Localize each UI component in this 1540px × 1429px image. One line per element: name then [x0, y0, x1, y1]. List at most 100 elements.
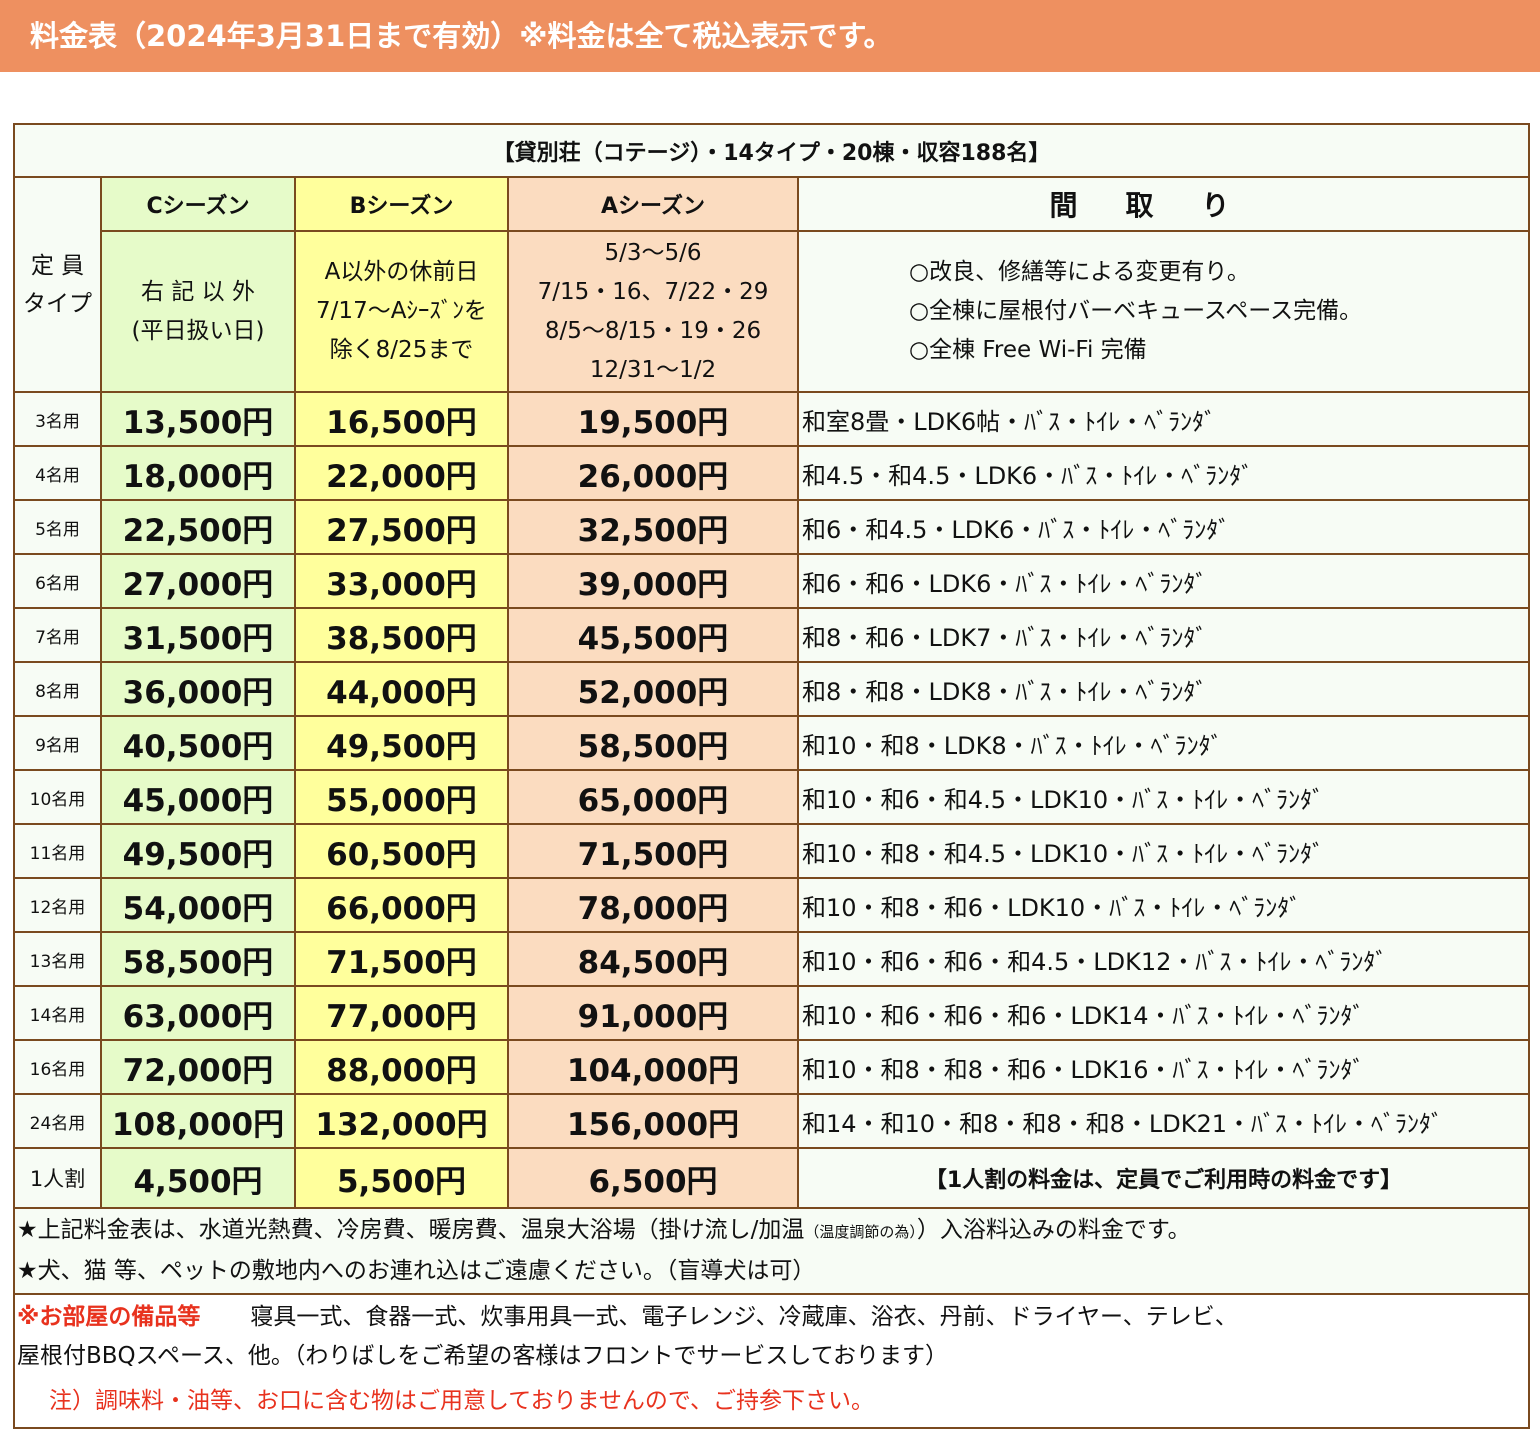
- madori-note: ○全棟 Free Wi-Fi 完備: [909, 337, 1147, 363]
- price-b: 77,000円: [294, 985, 509, 1041]
- layout-cell: 和10・和8・和8・和6・LDK16・ﾊﾞｽ・ﾄｲﾚ・ﾍﾞﾗﾝﾀﾞ: [796, 1039, 1531, 1095]
- season-a-desc: 5/3〜5/6 7/15・16、7/22・29 8/5〜8/15・19・26 12/3…: [507, 230, 799, 393]
- layout-cell: 和10・和8・和4.5・LDK10・ﾊﾞｽ・ﾄｲﾚ・ﾍﾞﾗﾝﾀﾞ: [796, 823, 1531, 879]
- desc-line: 右 記 以 外: [141, 278, 255, 305]
- table-row: 10名用 45,000円 55,000円 65,000円 和10・和6・和4.5・LDK…: [13, 769, 1531, 825]
- equipment-items: 寝具一式、食器一式、炊事用具一式、電子レンジ、冷蔵庫、浴衣、丹前、ドライヤー、テ…: [250, 1303, 1238, 1330]
- price-c: 18,000円: [100, 445, 296, 501]
- layout-cell: 和室8畳・LDK6帖・ﾊﾞｽ・ﾄｲﾚ・ﾍﾞﾗﾝﾀﾞ: [796, 391, 1531, 447]
- price-b: 66,000円: [294, 877, 509, 933]
- note-small: （温度調節の為）: [804, 1223, 917, 1241]
- table-row: 14名用 63,000円 77,000円 91,000円 和10・和6・和6・和6・LD…: [13, 985, 1531, 1041]
- price-a: 104,000円: [507, 1039, 799, 1095]
- capacity-cell: 8名用: [13, 661, 102, 717]
- price-b: 49,500円: [294, 715, 509, 771]
- price-a: 19,500円: [507, 391, 799, 447]
- price-a: 84,500円: [507, 931, 799, 987]
- desc-line: 12/31〜1/2: [589, 356, 717, 383]
- price-b: 71,500円: [294, 931, 509, 987]
- capacity-cell: 10名用: [13, 769, 102, 825]
- note-line-2: ★犬、猫 等、ペットの敷地内へのお連れ込はご遠慮ください。（盲導犬は可）: [17, 1258, 816, 1284]
- capacity-cell: 16名用: [13, 1039, 102, 1095]
- per-person-label: 1人割: [13, 1147, 102, 1209]
- capacity-cell: 5名用: [13, 499, 102, 555]
- season-b-header: Bシーズン: [294, 176, 509, 232]
- price-a: 45,500円: [507, 607, 799, 663]
- price-a: 52,000円: [507, 661, 799, 717]
- season-a-header: Aシーズン: [507, 176, 799, 232]
- price-b: 88,000円: [294, 1039, 509, 1095]
- price-c: 36,000円: [100, 661, 296, 717]
- layout-cell: 和6・和4.5・LDK6・ﾊﾞｽ・ﾄｲﾚ・ﾍﾞﾗﾝﾀﾞ: [796, 499, 1531, 555]
- table-row: 13名用 58,500円 71,500円 84,500円 和10・和6・和6・和4.5・…: [13, 931, 1531, 987]
- layout-cell: 和8・和6・LDK7・ﾊﾞｽ・ﾄｲﾚ・ﾍﾞﾗﾝﾀﾞ: [796, 607, 1531, 663]
- table-row: 3名用 13,500円 16,500円 19,500円 和室8畳・LDK6帖・ﾊﾞｽ・ﾄ…: [13, 391, 1531, 447]
- desc-line: 7/15・16、7/22・29: [537, 278, 769, 305]
- desc-line: (平日扱い日): [131, 317, 265, 344]
- price-a: 78,000円: [507, 877, 799, 933]
- price-table: 【貸別荘（コテージ）・14タイプ・20棟・収容188名】 定 員タイプ Cシーズ…: [12, 123, 1531, 1429]
- capacity-cell: 6名用: [13, 553, 102, 609]
- capacity-cell: 24名用: [13, 1093, 102, 1149]
- layout-cell: 和10・和8・LDK8・ﾊﾞｽ・ﾄｲﾚ・ﾍﾞﾗﾝﾀﾞ: [796, 715, 1531, 771]
- desc-line: A以外の休前日: [324, 259, 479, 285]
- equipment-caution: 注）調味料・油等、お口に含む物はご用意しておりませんので、ご持参下さい。: [49, 1387, 875, 1414]
- madori-note: ○全棟に屋根付バーベキュースペース完備。: [909, 298, 1363, 324]
- page-title-bar: 料金表（2024年3月31日まで有効）※料金は全て税込表示です。: [0, 0, 1540, 72]
- capacity-cell: 7名用: [13, 607, 102, 663]
- note-line-1: ★上記料金表は、水道光熱費、冷房費、暖房費、温泉大浴場（掛け流し/加温（温度調節…: [17, 1211, 1526, 1252]
- note-text: ★上記料金表は、水道光熱費、冷房費、暖房費、温泉大浴場（掛け流し/加温: [17, 1217, 805, 1243]
- desc-line: 8/5〜8/15・19・26: [544, 317, 762, 344]
- table-row: 4名用 18,000円 22,000円 26,000円 和4.5・和4.5・LDK6・ﾊ…: [13, 445, 1531, 501]
- per-person-a: 6,500円: [507, 1147, 799, 1209]
- price-c: 108,000円: [100, 1093, 296, 1149]
- price-a: 39,000円: [507, 553, 799, 609]
- capacity-cell: 3名用: [13, 391, 102, 447]
- equipment-items-2: 屋根付BBQスペース、他。（わりばしをご希望の客様はフロントでサービスしておりま…: [17, 1342, 949, 1369]
- per-person-note: 【1人割の料金は、定員でご利用時の料金です】: [796, 1147, 1531, 1209]
- table-row: 5名用 22,500円 27,500円 32,500円 和6・和4.5・LDK6・ﾊﾞｽ…: [13, 499, 1531, 555]
- equipment: ※お部屋の備品等 寝具一式、食器一式、炊事用具一式、電子レンジ、冷蔵庫、浴衣、丹前…: [12, 1293, 1531, 1429]
- madori-header: 間取り: [796, 176, 1531, 232]
- desc-line: 5/3〜5/6: [604, 239, 702, 266]
- price-b: 33,000円: [294, 553, 509, 609]
- capacity-cell: 11名用: [13, 823, 102, 879]
- capacity-header: 定 員タイプ: [13, 176, 102, 393]
- price-c: 27,000円: [100, 553, 296, 609]
- price-b: 132,000円: [294, 1093, 509, 1149]
- layout-cell: 和14・和10・和8・和8・和8・LDK21・ﾊﾞｽ・ﾄｲﾚ・ﾍﾞﾗﾝﾀﾞ: [796, 1093, 1531, 1149]
- table-row: 11名用 49,500円 60,500円 71,500円 和10・和8・和4.5・LDK…: [13, 823, 1531, 879]
- price-c: 22,500円: [100, 499, 296, 555]
- price-a: 156,000円: [507, 1093, 799, 1149]
- table-row: 12名用 54,000円 66,000円 78,000円 和10・和8・和6・LDK10…: [13, 877, 1531, 933]
- table-title: 【貸別荘（コテージ）・14タイプ・20棟・収容188名】: [12, 123, 1531, 178]
- price-b: 22,000円: [294, 445, 509, 501]
- table-row: 9名用 40,500円 49,500円 58,500円 和10・和8・LDK8・ﾊﾞｽ・…: [13, 715, 1531, 771]
- price-a: 26,000円: [507, 445, 799, 501]
- layout-cell: 和10・和8・和6・LDK10・ﾊﾞｽ・ﾄｲﾚ・ﾍﾞﾗﾝﾀﾞ: [796, 877, 1531, 933]
- layout-cell: 和10・和6・和6・和6・LDK14・ﾊﾞｽ・ﾄｲﾚ・ﾍﾞﾗﾝﾀﾞ: [796, 985, 1531, 1041]
- madori-note: ○改良、修繕等による変更有り。: [909, 259, 1250, 285]
- equipment-label: ※お部屋の備品等: [17, 1303, 201, 1330]
- layout-cell: 和4.5・和4.5・LDK6・ﾊﾞｽ・ﾄｲﾚ・ﾍﾞﾗﾝﾀﾞ: [796, 445, 1531, 501]
- madori-notes: ○改良、修繕等による変更有り。 ○全棟に屋根付バーベキュースペース完備。 ○全棟 F…: [796, 230, 1531, 393]
- price-b: 16,500円: [294, 391, 509, 447]
- table-row: 16名用 72,000円 88,000円 104,000円 和10・和8・和8・和6・L…: [13, 1039, 1531, 1095]
- price-c: 49,500円: [100, 823, 296, 879]
- capacity-cell: 12名用: [13, 877, 102, 933]
- layout-cell: 和8・和8・LDK8・ﾊﾞｽ・ﾄｲﾚ・ﾍﾞﾗﾝﾀﾞ: [796, 661, 1531, 717]
- season-c-header: Cシーズン: [100, 176, 296, 232]
- price-c: 63,000円: [100, 985, 296, 1041]
- layout-cell: 和6・和6・LDK6・ﾊﾞｽ・ﾄｲﾚ・ﾍﾞﾗﾝﾀﾞ: [796, 553, 1531, 609]
- capacity-cell: 14名用: [13, 985, 102, 1041]
- table-row: 8名用 36,000円 44,000円 52,000円 和8・和8・LDK8・ﾊﾞｽ・ﾄ…: [13, 661, 1531, 717]
- price-b: 60,500円: [294, 823, 509, 879]
- layout-cell: 和10・和6・和4.5・LDK10・ﾊﾞｽ・ﾄｲﾚ・ﾍﾞﾗﾝﾀﾞ: [796, 769, 1531, 825]
- price-c: 72,000円: [100, 1039, 296, 1095]
- price-b: 55,000円: [294, 769, 509, 825]
- price-a: 91,000円: [507, 985, 799, 1041]
- table-row: 6名用 27,000円 33,000円 39,000円 和6・和6・LDK6・ﾊﾞｽ・ﾄ…: [13, 553, 1531, 609]
- table-row: 7名用 31,500円 38,500円 45,500円 和8・和6・LDK7・ﾊﾞｽ・ﾄ…: [13, 607, 1531, 663]
- price-a: 65,000円: [507, 769, 799, 825]
- capacity-cell: 4名用: [13, 445, 102, 501]
